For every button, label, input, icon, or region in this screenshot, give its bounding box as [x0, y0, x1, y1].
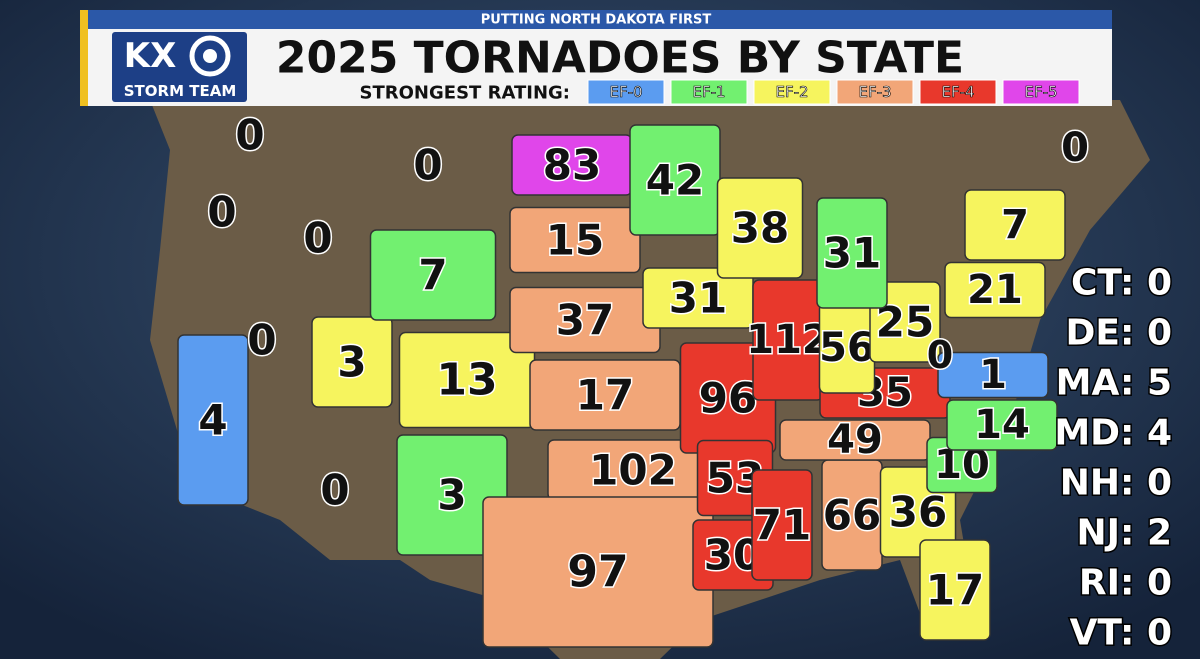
state-count: 31: [823, 229, 881, 278]
state-count: 0: [413, 141, 442, 190]
state-count: 0: [320, 466, 349, 515]
state-count: 42: [646, 156, 704, 205]
state-count: 17: [926, 566, 984, 615]
state-count: 7: [418, 251, 447, 300]
state-shape: [816, 197, 888, 309]
state-count: 0: [207, 188, 236, 237]
state-shape: [919, 539, 991, 641]
state-shape: [964, 189, 1066, 261]
state-shape: [509, 206, 641, 274]
state-count: 56: [819, 325, 875, 371]
state-count: 112: [746, 317, 830, 363]
legend-swatch: [753, 79, 831, 105]
state-count: 17: [576, 371, 634, 420]
state-count: 71: [753, 501, 811, 550]
state-shape: [369, 229, 497, 321]
legend-label: EF-3: [858, 83, 891, 101]
state-count: 0: [1061, 125, 1089, 171]
small-state-count: MD: 4: [1054, 413, 1172, 454]
state-count: 15: [546, 216, 604, 265]
small-state-count: NJ: 2: [1076, 513, 1172, 554]
legend-label: EF-5: [1024, 83, 1057, 101]
legend-swatch: [919, 79, 997, 105]
small-state-count: DE: 0: [1066, 313, 1172, 354]
state-shape: [937, 351, 1049, 399]
small-state-count: NH: 0: [1060, 463, 1172, 504]
legend-label: EF-4: [941, 83, 974, 101]
state-count: 0: [303, 214, 332, 263]
tagline: PUTTING NORTH DAKOTA FIRST: [481, 13, 712, 28]
state-count: 38: [731, 204, 789, 253]
state-count: 37: [556, 296, 614, 345]
state-shape: [311, 316, 393, 408]
state-count: 36: [889, 488, 947, 537]
title: 2025 TORNADOES BY STATE: [276, 33, 964, 84]
state-shape: [716, 177, 804, 279]
legend-label: EF-2: [775, 83, 808, 101]
legend-label: EF-0: [609, 83, 642, 101]
small-states-list: CT: 0 DE: 0 MA: 5 MD: 4 NH: 0 NJ: 2 RI: 0 VT: 0: [1053, 261, 1174, 655]
logo-eye-pupil: [203, 49, 217, 63]
legend-swatch: [587, 79, 665, 105]
logo-text: KX: [124, 36, 177, 76]
state-shape: [944, 261, 1046, 319]
logo-eye: [189, 35, 231, 77]
state-count: 3: [437, 471, 466, 520]
small-state-count: CT: 0: [1071, 263, 1172, 304]
legend-swatch: [836, 79, 914, 105]
state-count: 14: [974, 402, 1030, 448]
legend: EF-0 EF-1 EF-2 EF-3 EF-4 EF-5: [587, 79, 1080, 105]
state-count: 49: [827, 417, 883, 463]
state-count: 96: [699, 374, 757, 423]
state-count: 7: [1001, 202, 1029, 248]
logo-subtext: STORM TEAM: [124, 82, 237, 100]
state-count: 21: [967, 267, 1023, 313]
state-count: 13: [436, 355, 497, 406]
tagline-band: [80, 10, 1112, 29]
legend-swatch: [1002, 79, 1080, 105]
state-count: 4: [198, 396, 227, 445]
state-count: 3: [337, 338, 366, 387]
state-count: 0: [927, 333, 953, 377]
accent: [80, 10, 88, 106]
state-count: 0: [235, 111, 264, 160]
state-count: 66: [823, 491, 881, 540]
state-count: 0: [247, 316, 276, 365]
state-count: 83: [543, 141, 601, 190]
state-shape: [946, 399, 1058, 451]
small-state-count: VT: 0: [1070, 613, 1172, 654]
legend-label: STRONGEST RATING:: [360, 83, 570, 104]
small-state-count: RI: 0: [1079, 563, 1172, 604]
legend-label: EF-1: [692, 83, 725, 101]
state-shape: [751, 469, 813, 581]
state-shape: [396, 434, 508, 556]
state-count: 1: [979, 352, 1007, 398]
state-count: 31: [669, 274, 727, 323]
state-count: 102: [589, 446, 677, 495]
small-state-count: MA: 5: [1056, 363, 1172, 404]
logo: [112, 32, 247, 102]
state-shape: [177, 334, 249, 506]
state-count: 97: [567, 547, 628, 598]
legend-swatch: [670, 79, 748, 105]
